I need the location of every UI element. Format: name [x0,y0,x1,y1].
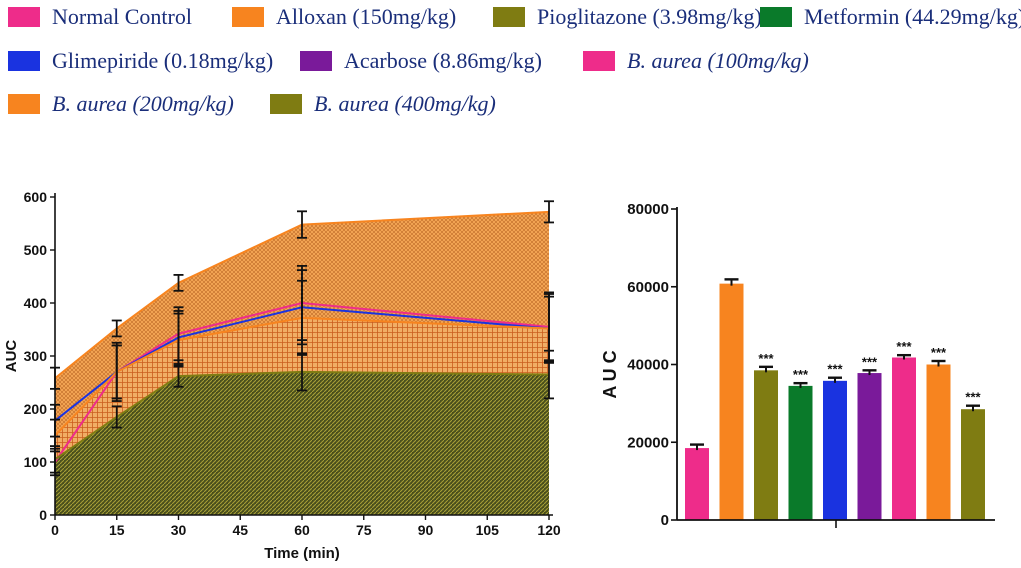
y-tick-label: 500 [24,242,48,258]
bar [719,283,744,520]
area-chart: 0 100 200 300 400 500 600 0 15 30 45 60 75 90 105 120 Ti… [3,189,561,562]
legend: Normal Control Alloxan (150mg/kg) Pioglita… [0,0,1021,130]
legend-swatch [8,94,40,114]
legend-item: B. aurea (200mg/kg) [8,89,234,119]
y-tick-label: 80000 [627,201,669,218]
y-tick-label: 20000 [627,434,669,451]
x-tick-label: 75 [356,522,372,538]
significance-label: *** [965,390,981,405]
legend-item: B. aurea (100mg/kg) [583,46,809,76]
bar [788,385,813,520]
bar [754,370,778,520]
x-axis-label: Time (min) [264,545,340,562]
significance-label: *** [896,339,912,354]
legend-label: Alloxan (150mg/kg) [276,4,457,29]
significance-label: *** [931,345,947,360]
legend-item: B. aurea (400mg/kg) [270,89,496,119]
legend-swatch [583,51,615,71]
significance-label: *** [862,354,878,369]
y-tick-label: 60000 [627,279,669,296]
significance-label: *** [758,351,774,366]
bar [685,448,709,520]
y-axis-label: A U C [600,350,620,398]
bar [857,373,882,520]
legend-label: Pioglitazone (3.98mg/kg) [537,4,762,29]
legend-swatch [493,7,525,27]
legend-label: Normal Control [52,4,192,29]
legend-swatch [8,51,40,71]
legend-item: Normal Control [8,2,192,32]
bar [892,357,916,520]
bar [926,364,951,520]
x-tick-label: 120 [537,522,561,538]
legend-swatch [300,51,332,71]
x-tick-label: 90 [418,522,434,538]
legend-label: B. aurea (400mg/kg) [314,91,496,116]
legend-item: Pioglitazone (3.98mg/kg) [493,2,762,32]
legend-label: B. aurea (200mg/kg) [52,91,234,116]
x-tick-label: 45 [232,522,248,538]
y-tick-label: 100 [24,454,48,470]
legend-label: B. aurea (100mg/kg) [627,48,809,73]
bar [823,380,847,520]
legend-label: Glimepiride (0.18mg/kg) [52,48,274,73]
bar-chart: *** *** *** *** *** *** *** 0 20000 40000 60000 800… [600,201,995,529]
y-tick-label: 300 [24,348,48,364]
legend-label: Metformin (44.29mg/kg) [804,4,1021,29]
y-tick-label: 200 [24,401,48,417]
x-tick-label: 15 [109,522,125,538]
area-fill [55,371,549,515]
significance-label: *** [793,367,809,382]
legend-item: Glimepiride (0.18mg/kg) [8,46,273,76]
legend-item: Metformin (44.29mg/kg) [760,2,1021,32]
legend-swatch [270,94,302,114]
y-tick-label: 600 [24,189,48,205]
y-tick-label: 40000 [627,357,669,374]
y-tick-label: 0 [39,507,47,523]
y-tick-label: 0 [661,512,669,529]
x-tick-label: 60 [294,522,310,538]
x-tick-label: 30 [171,522,187,538]
y-axis-label: AUC [3,340,20,373]
legend-item: Acarbose (8.86mg/kg) [300,46,542,76]
legend-swatch [8,7,40,27]
x-tick-label: 105 [476,522,500,538]
legend-swatch [760,7,792,27]
y-tick-label: 400 [24,295,48,311]
legend-swatch [232,7,264,27]
x-tick-label: 0 [51,522,59,538]
bar [961,409,985,520]
significance-label: *** [827,362,843,377]
legend-item: Alloxan (150mg/kg) [232,2,456,32]
legend-label: Acarbose (8.86mg/kg) [344,48,542,73]
